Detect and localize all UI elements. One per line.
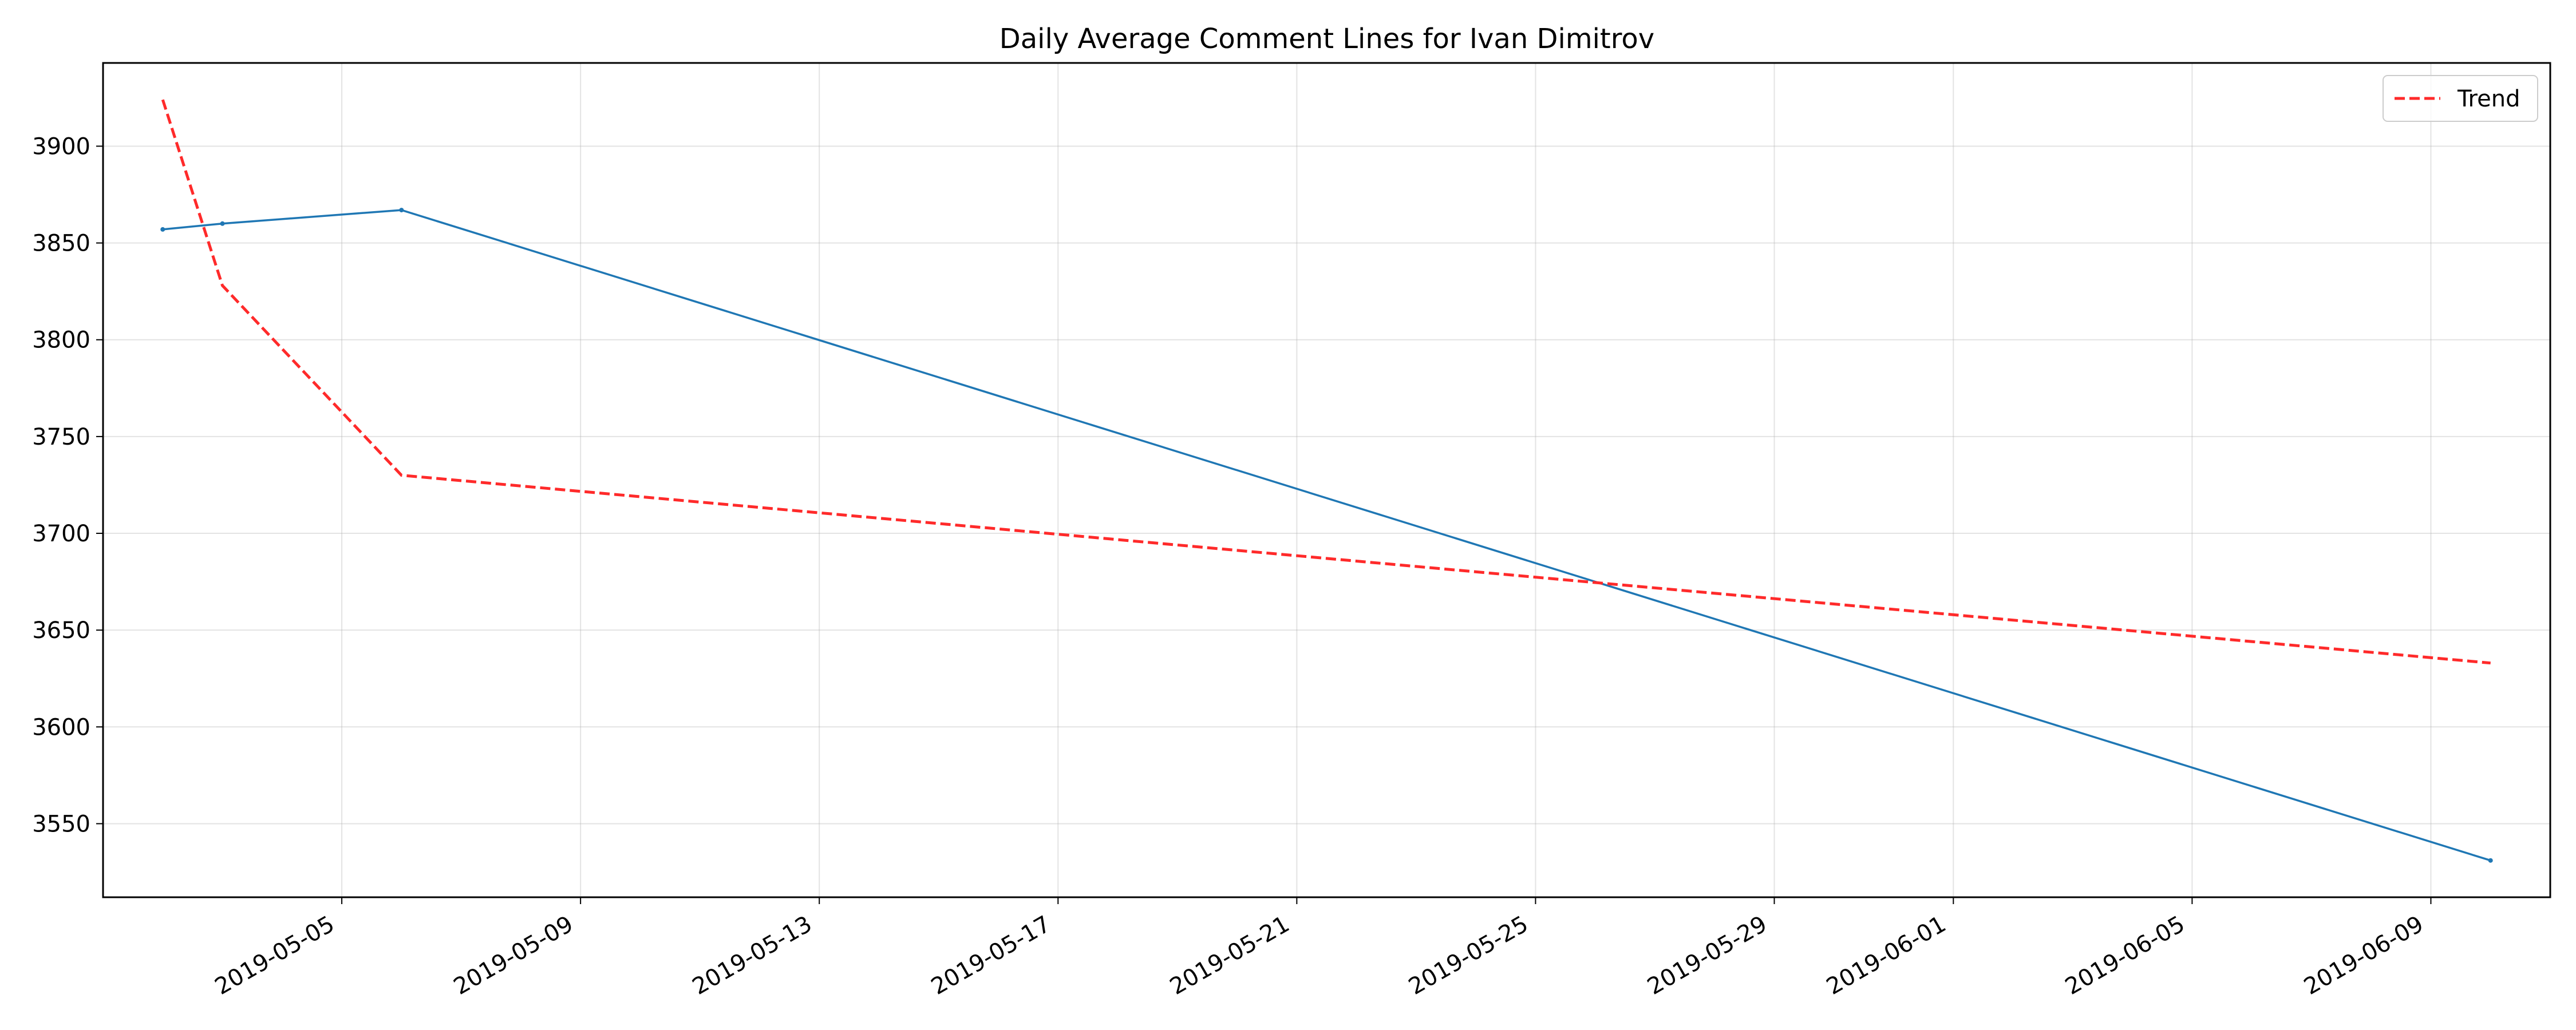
legend-label: Trend <box>2457 86 2520 112</box>
x-tick-label: 2019-05-29 <box>1643 911 1771 1000</box>
series-1-point <box>220 221 225 226</box>
x-tick-label: 2019-05-09 <box>449 911 578 1000</box>
grid <box>103 63 2550 897</box>
trend-line <box>161 99 2491 665</box>
y-tick-label: 3600 <box>32 714 90 740</box>
series-1-point <box>160 227 165 232</box>
legend-box <box>2383 75 2538 122</box>
x-tick-label: 2019-06-01 <box>1822 911 1950 1000</box>
chart-title: Daily Average Comment Lines for Ivan Dim… <box>999 23 1654 55</box>
x-tick-label: 2019-05-13 <box>688 911 816 1000</box>
x-tick-label: 2019-05-21 <box>1165 911 1294 1000</box>
series-1-line <box>163 209 2491 862</box>
series-1-point <box>2488 858 2493 863</box>
x-tick-label: 2019-06-09 <box>2300 911 2428 1000</box>
y-tick-label: 3650 <box>32 617 90 644</box>
y-tick-label: 3900 <box>32 133 90 160</box>
axes: 2019-05-05 2019-05-09 2019-05-13 2019-05-17… <box>32 133 2432 1000</box>
y-tick-label: 3850 <box>32 231 90 257</box>
x-tick-label: 2019-05-25 <box>1404 911 1532 1000</box>
y-tick-label: 3750 <box>32 424 90 450</box>
legend: Trend <box>2383 75 2538 122</box>
y-tick-label: 3550 <box>32 811 90 837</box>
x-tick-label: 2019-05-05 <box>211 911 339 1000</box>
x-tick-label: 2019-06-05 <box>2061 911 2189 1000</box>
series-layer <box>160 99 2493 863</box>
y-tick-label: 3800 <box>32 327 90 354</box>
plot-area-frame <box>102 62 2551 898</box>
x-tick-label: 2019-05-17 <box>927 911 1055 1000</box>
y-tick-label: 3700 <box>32 521 90 547</box>
series-1-point <box>399 208 404 213</box>
